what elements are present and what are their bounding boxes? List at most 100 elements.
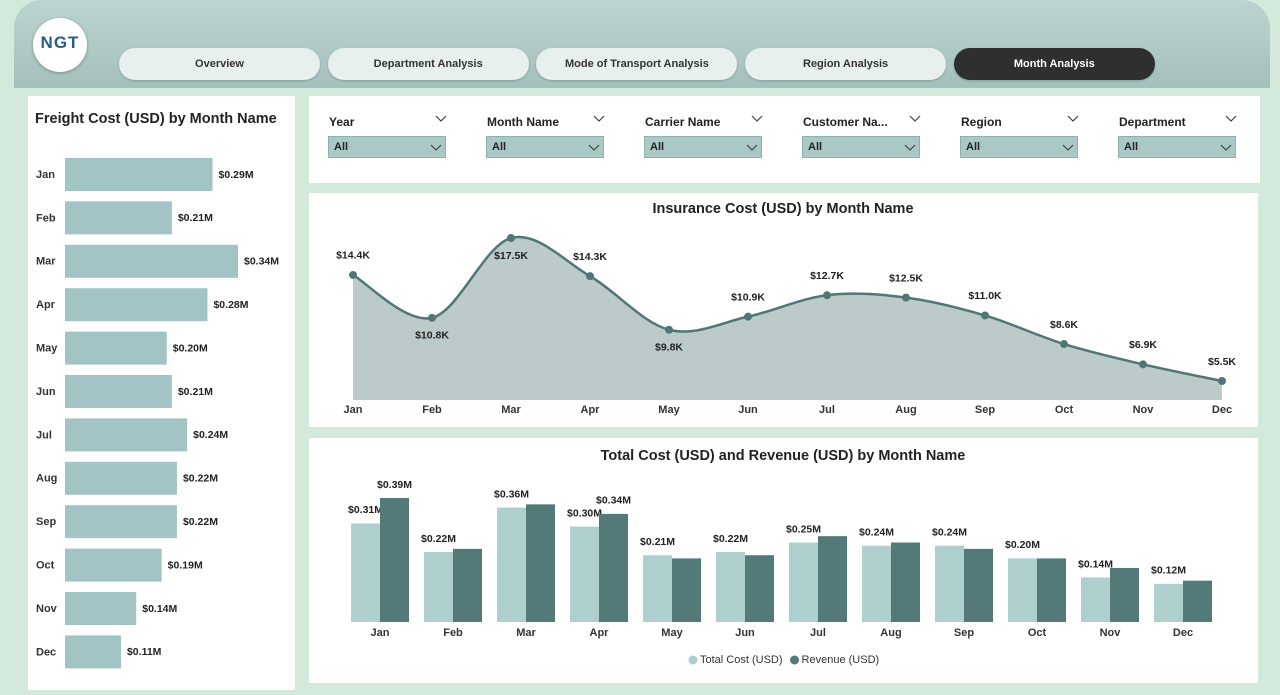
data-label: $9.8K — [655, 342, 683, 354]
chevron — [1067, 115, 1079, 122]
data-label: $0.22M — [183, 473, 218, 485]
bar — [453, 548, 482, 622]
nav-tab[interactable]: Month Analysis — [953, 48, 1155, 80]
chevron — [909, 115, 921, 122]
bar — [935, 545, 964, 622]
filter-dropdown[interactable]: All — [1118, 136, 1236, 158]
bar — [65, 158, 213, 191]
y-tick-label: Feb — [36, 212, 56, 224]
insurance-panel: Insurance Cost (USD) by Month Name $14.4K… — [309, 193, 1258, 427]
y-tick-label: May — [36, 343, 58, 355]
chevron — [1225, 115, 1237, 122]
point — [349, 270, 357, 279]
x-tick-label: May — [661, 627, 683, 639]
data-label: $0.28M — [213, 299, 248, 311]
nav-tab[interactable]: Department Analysis — [327, 48, 529, 80]
cost-revenue-chart: Total Cost (USD) and Revenue (USD) by Mo… — [348, 448, 1212, 666]
filter-label: Month Name — [487, 115, 559, 129]
point — [428, 313, 436, 322]
data-label: $0.20M — [1005, 539, 1040, 551]
data-label: $0.30M — [567, 507, 602, 519]
freight-chart: Freight Cost (USD) by Month Name Jan $0.29… — [35, 111, 279, 669]
cost-revenue-panel: Total Cost (USD) and Revenue (USD) by Mo… — [309, 438, 1258, 683]
point — [665, 325, 673, 334]
area — [353, 236, 1222, 400]
point — [902, 293, 910, 302]
filter-dropdown[interactable]: All — [960, 136, 1078, 158]
data-label: $0.12M — [1151, 565, 1186, 577]
filter-dropdown[interactable]: All — [486, 136, 604, 158]
data-label: $5.5K — [1208, 356, 1236, 368]
x-tick-label: Feb — [443, 627, 463, 639]
nav-tab[interactable]: Mode of Transport Analysis — [536, 48, 738, 80]
y-tick-label: Jan — [36, 169, 55, 181]
data-label: $0.24M — [859, 526, 894, 538]
x-tick-label: Aug — [880, 627, 901, 639]
bar — [789, 542, 818, 622]
filter-dropdown[interactable]: All — [802, 136, 920, 158]
data-label: $11.0K — [968, 290, 1002, 302]
chevron-line — [430, 144, 442, 151]
x-tick-label: Sep — [954, 627, 974, 639]
bar — [1110, 567, 1139, 622]
y-tick-label: Oct — [36, 560, 55, 572]
bar — [65, 548, 162, 582]
filter-dropdown[interactable]: All — [644, 136, 762, 158]
bar — [65, 201, 172, 235]
data-label: $6.9K — [1129, 339, 1157, 351]
x-tick-label: Jul — [810, 627, 826, 639]
x-tick-label: Mar — [516, 627, 536, 639]
filter-dropdown[interactable]: All — [328, 136, 446, 158]
x-tick-label: Dec — [1173, 627, 1193, 639]
x-tick-label: Mar — [501, 404, 521, 416]
bar — [599, 513, 628, 622]
freight-panel: Freight Cost (USD) by Month Name Jan $0.29… — [28, 96, 295, 690]
y-tick-label: Sep — [36, 516, 56, 528]
data-label: $17.5K — [494, 250, 528, 262]
chevron — [588, 144, 600, 151]
data-label: $0.34M — [244, 256, 279, 268]
x-tick-label: Oct — [1028, 627, 1047, 639]
x-tick-label: Jun — [738, 404, 758, 416]
bar — [1037, 558, 1066, 622]
y-tick-label: Mar — [36, 256, 56, 268]
logo: NGT — [33, 18, 87, 72]
bar — [65, 505, 177, 539]
data-label: $14.3K — [573, 251, 607, 263]
chevron-line — [1067, 115, 1079, 122]
x-tick-label: Oct — [1055, 404, 1074, 416]
legend-label: Revenue (USD) — [802, 654, 880, 666]
bar — [65, 244, 238, 278]
data-label: $0.11M — [127, 646, 162, 658]
nav-tab[interactable]: Region Analysis — [745, 48, 947, 80]
data-label: $12.7K — [810, 270, 844, 282]
x-tick-label: Jul — [819, 404, 835, 416]
nav-tab[interactable]: Overview — [119, 48, 320, 80]
bar — [716, 552, 745, 622]
legend-label: Total Cost (USD) — [700, 654, 783, 666]
data-label: $14.4K — [336, 250, 370, 262]
bar — [643, 555, 672, 622]
chart-title: Insurance Cost (USD) by Month Name — [652, 201, 913, 217]
point — [744, 312, 752, 321]
bar — [65, 635, 121, 669]
x-tick-label: Jan — [371, 627, 390, 639]
x-tick-label: Aug — [895, 404, 916, 416]
bar — [891, 542, 920, 622]
chevron-line — [1220, 144, 1232, 151]
data-label: $0.39M — [377, 479, 412, 491]
point — [823, 291, 831, 300]
chevron-line — [435, 115, 447, 122]
bar — [497, 507, 526, 622]
data-label: $0.21M — [178, 212, 213, 224]
bar — [964, 548, 993, 622]
chevron — [435, 115, 447, 122]
chevron — [1220, 144, 1232, 151]
data-label: $0.36M — [494, 488, 529, 500]
bar — [65, 592, 137, 625]
bar — [1008, 558, 1037, 622]
data-label: $0.29M — [219, 169, 254, 181]
data-label: $0.14M — [142, 603, 177, 615]
chevron-line — [1225, 115, 1237, 122]
